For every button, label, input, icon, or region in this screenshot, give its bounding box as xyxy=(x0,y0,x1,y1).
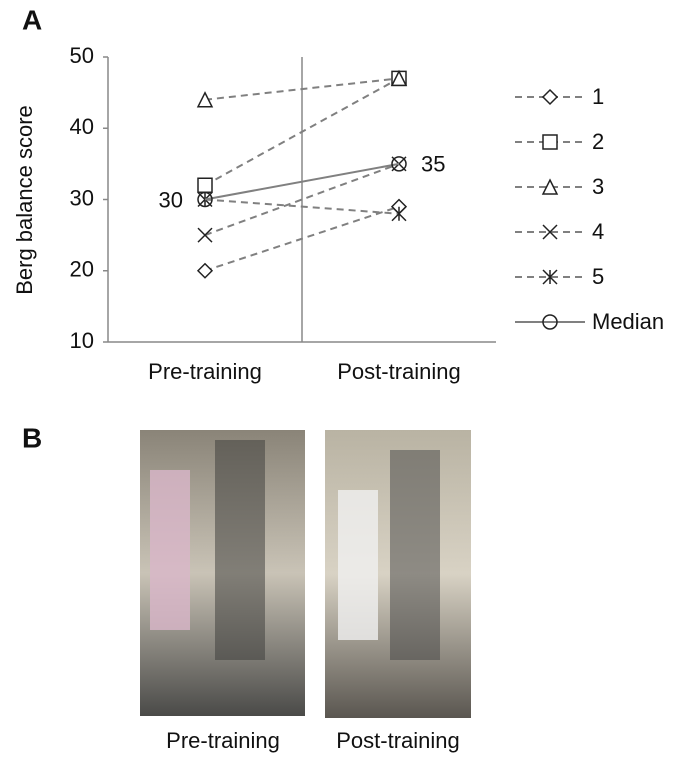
y-axis-label: Berg balance score xyxy=(12,105,37,295)
legend-label: 1 xyxy=(592,84,604,109)
marker xyxy=(543,135,557,149)
marker xyxy=(198,178,212,192)
legend-label: 3 xyxy=(592,174,604,199)
marker xyxy=(198,264,212,278)
photo xyxy=(140,430,305,716)
x-tick-label: Post-training xyxy=(337,359,461,384)
legend-label: 5 xyxy=(592,264,604,289)
marker xyxy=(543,90,557,104)
data-label: 30 xyxy=(159,187,183,212)
marker xyxy=(392,207,406,221)
photo-caption: Pre-training xyxy=(166,728,280,753)
photo xyxy=(325,430,471,718)
marker xyxy=(198,228,212,242)
legend-label: Median xyxy=(592,309,664,334)
legend-label: 2 xyxy=(592,129,604,154)
panel-label: B xyxy=(22,422,42,453)
y-tick-label: 10 xyxy=(70,328,94,353)
photo-caption: Post-training xyxy=(336,728,460,753)
y-tick-label: 40 xyxy=(70,114,94,139)
y-tick-label: 50 xyxy=(70,43,94,68)
data-label: 35 xyxy=(421,152,445,177)
legend-label: 4 xyxy=(592,219,604,244)
y-tick-label: 20 xyxy=(70,257,94,282)
panel-label: A xyxy=(22,4,42,35)
y-tick-label: 30 xyxy=(70,185,94,210)
figure: A B Berg balance score Pre-training Post… xyxy=(0,0,681,759)
x-tick-label: Pre-training xyxy=(148,359,262,384)
